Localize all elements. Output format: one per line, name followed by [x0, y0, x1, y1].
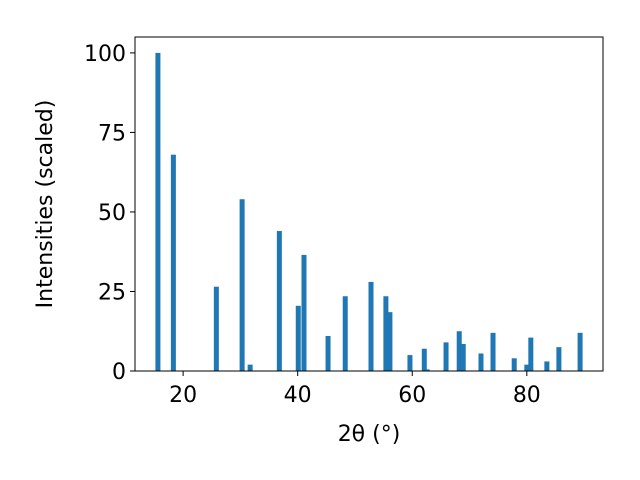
bar [301, 254, 307, 371]
bar [407, 355, 413, 371]
bar [424, 369, 430, 371]
y-tick-label: 50 [98, 201, 126, 226]
bar [577, 332, 583, 371]
x-tick-label: 40 [284, 383, 312, 408]
bar [170, 154, 176, 371]
bar [239, 199, 245, 371]
y-tick-label: 100 [84, 42, 126, 67]
x-tick-label: 80 [513, 383, 541, 408]
bar [295, 305, 301, 371]
x-tick-label: 20 [169, 383, 197, 408]
bar [387, 312, 393, 371]
bar [511, 358, 517, 371]
bar [556, 347, 562, 371]
y-tick-label: 0 [112, 360, 126, 385]
bar [490, 332, 496, 371]
bar [325, 336, 331, 371]
bar [443, 342, 449, 371]
bar [544, 361, 550, 371]
bar [528, 337, 534, 371]
bar [456, 331, 462, 371]
x-axis-label: 2θ (°) [338, 422, 401, 447]
y-axis-label: Intensities (scaled) [33, 100, 58, 309]
plot-frame [134, 36, 604, 372]
y-tick-label: 75 [98, 121, 126, 146]
bar [213, 286, 219, 371]
bar [478, 353, 484, 371]
x-tick-label: 60 [398, 383, 426, 408]
bar [342, 296, 348, 371]
bar [383, 296, 389, 371]
bar [460, 343, 466, 371]
y-tick-label: 25 [98, 280, 126, 305]
bar [247, 364, 253, 371]
bar [276, 231, 282, 371]
bar [421, 348, 427, 371]
bar [155, 52, 161, 372]
bar [368, 281, 374, 371]
bar [524, 364, 530, 371]
